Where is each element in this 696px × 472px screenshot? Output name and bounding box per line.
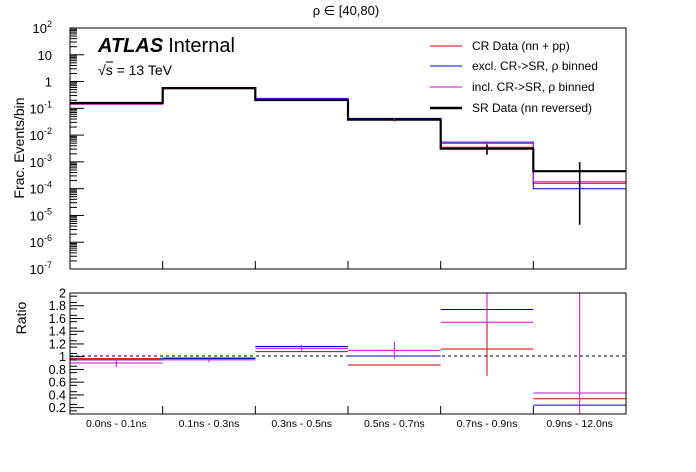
ratio-y-tick-label: 1.6 (49, 312, 66, 326)
main-y-tick-label: 10-1 (30, 99, 52, 116)
ratio-y-tick-label: 0.2 (49, 401, 66, 415)
main-y-tick-label: 10-4 (30, 180, 52, 197)
x-category-label-0: 0.0ns - 0.1ns (86, 418, 147, 430)
ratio-y-tick-label: 1.4 (49, 325, 66, 339)
tick-exponent: -3 (44, 153, 52, 163)
tick-base: 10 (33, 21, 47, 36)
x-category-labels: 0.0ns - 0.1ns 0.1ns - 0.3ns 0.3ns - 0.5ns 0… (86, 418, 613, 430)
ratio-y-tick-label: 1.2 (49, 337, 66, 351)
tick-base: 10 (30, 182, 44, 197)
atlas-label: ATLAS Internal (97, 35, 235, 57)
tick-base: 10 (38, 48, 52, 63)
ratio-y-tick-label: 1 (59, 350, 66, 364)
tick-exponent: -2 (44, 126, 52, 136)
tick-base: 10 (30, 155, 44, 170)
tick-exponent: -4 (44, 180, 52, 190)
tick-base: 10 (30, 208, 44, 223)
main-y-tick-label: 102 (33, 19, 52, 36)
main-series-3-line (70, 87, 626, 173)
legend-label-excl: excl. CR->SR, ρ binned (472, 59, 598, 73)
atlas-label-bold: ATLAS (97, 35, 164, 57)
ratio-x-ticks (69, 406, 627, 414)
tick-base: 10 (30, 128, 44, 143)
tick-exponent: 2 (47, 19, 52, 29)
main-y-tick-label: 10-7 (30, 260, 52, 277)
ratio-y-tick-label: 0.8 (49, 363, 66, 377)
legend: CR Data (nn + pp) excl. CR->SR, ρ binned… (430, 39, 598, 115)
ratio-error-bars (115, 293, 581, 414)
main-y-tick-label: 1 (45, 75, 52, 90)
tick-base: 10 (30, 101, 44, 116)
main-y-tick-label: 10-6 (30, 233, 52, 250)
main-y-axis-label: Frac. Events/bin (11, 97, 27, 198)
main-y-tick-label: 10-2 (30, 126, 52, 143)
tick-base: 10 (30, 262, 44, 277)
tick-exponent: -7 (44, 260, 52, 270)
ratio-y-tick-label: 2 (59, 287, 66, 301)
tick-exponent: -5 (44, 206, 52, 216)
tick-exponent: -1 (44, 99, 52, 109)
tick-base: 1 (45, 75, 52, 90)
tick-exponent: -6 (44, 233, 52, 243)
ratio-y-axis-label: Ratio (13, 301, 29, 334)
main-y-tick-label: 10-5 (30, 206, 52, 223)
ratio-y-tick-label: 0.4 (49, 388, 66, 402)
x-category-label-3: 0.5ns - 0.7ns (364, 418, 425, 430)
energy-label: √s = 13 TeV (98, 62, 173, 78)
ratio-y-axis: 0.20.40.60.811.21.41.61.82 (49, 287, 84, 415)
sqrt-symbol: √ (98, 62, 106, 78)
main-y-axis: 10-710-610-510-410-310-210-11 10 102 (30, 19, 84, 277)
x-category-label-2: 0.3ns - 0.5ns (271, 418, 332, 430)
main-x-ticks (69, 261, 627, 269)
legend-label-sr-data: SR Data (nn reversed) (472, 101, 592, 115)
main-histograms (70, 87, 626, 190)
tick-base: 10 (30, 235, 44, 250)
main-y-tick-label: 10-3 (30, 153, 52, 170)
energy-text: s = 13 TeV (106, 62, 173, 78)
legend-label-incl: incl. CR->SR, ρ binned (472, 80, 595, 94)
chart-title: ρ ∈ [40,80) (313, 3, 379, 18)
atlas-label-suffix: Internal (168, 35, 235, 57)
ratio-y-tick-label: 1.8 (49, 299, 66, 313)
main-panel: 10-710-610-510-410-310-210-11 10 102 Fra… (11, 19, 627, 277)
legend-label-cr-data: CR Data (nn + pp) (472, 39, 570, 53)
x-category-label-1: 0.1ns - 0.3ns (179, 418, 240, 430)
x-category-label-5: 0.9ns - 12.0ns (546, 418, 613, 430)
x-category-label-4: 0.7ns - 0.9ns (457, 418, 518, 430)
main-error-bars (115, 87, 581, 225)
main-y-tick-label: 10 (38, 48, 52, 63)
ratio-y-tick-label: 0.6 (49, 376, 66, 390)
ratio-panel: 0.20.40.60.811.21.41.61.82 0.0ns - 0.1ns… (13, 287, 627, 430)
